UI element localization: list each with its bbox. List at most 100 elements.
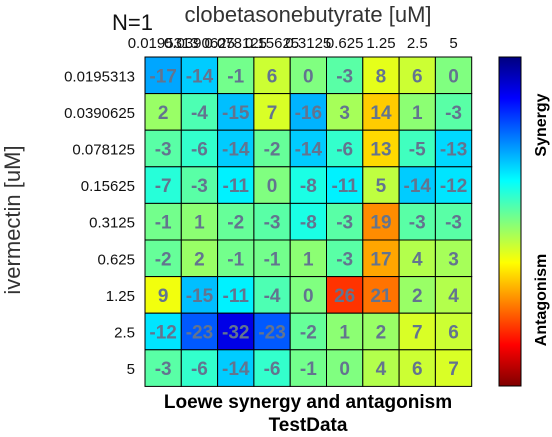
cell-value-label: 4 xyxy=(376,359,387,380)
cell-value-label: 1 xyxy=(303,249,314,270)
cell-value-label: -11 xyxy=(223,286,250,307)
heatmap-cell xyxy=(144,93,182,131)
heatmap-cell xyxy=(144,129,182,168)
cell-value-label: -3 xyxy=(155,140,172,161)
x-tick-label: 0.078125 xyxy=(204,35,267,52)
heatmap-cell xyxy=(144,276,182,314)
cell-value-label: 8 xyxy=(376,66,387,87)
heatmap-cell xyxy=(326,312,364,351)
cell-value-label: -3 xyxy=(445,103,462,124)
cell-value-label: 5 xyxy=(376,176,387,197)
y-tick-label: 0.0390625 xyxy=(64,105,135,122)
heatmap-cell xyxy=(289,312,328,351)
heatmap-cell xyxy=(217,312,255,351)
cell-value-label: -17 xyxy=(149,66,176,87)
heatmap-cell xyxy=(180,56,219,95)
cell-value-label: 0 xyxy=(303,286,314,307)
heatmap-cell xyxy=(180,239,219,278)
heatmap-cell xyxy=(217,239,255,278)
heatmap-cell xyxy=(398,56,436,95)
corner-label: N=1 xyxy=(112,10,153,35)
heatmap-cell xyxy=(217,129,255,168)
y-tick-label: 0.625 xyxy=(97,251,135,268)
heatmap-cell xyxy=(326,202,364,241)
heatmap-cell xyxy=(434,166,473,204)
cell-value-label: -3 xyxy=(336,249,353,270)
heatmap-cell xyxy=(253,129,291,168)
cell-value-label: -12 xyxy=(440,176,467,197)
cell-value-label: -4 xyxy=(264,286,281,307)
cell-value-label: -2 xyxy=(264,140,281,161)
cell-value-label: 0 xyxy=(267,176,278,197)
heatmap-cell xyxy=(253,166,291,204)
y-tick-label: 0.0195313 xyxy=(64,68,135,85)
y-tick-label: 5 xyxy=(127,361,135,378)
cell-value-label: -1 xyxy=(227,249,244,270)
heatmap-cell xyxy=(217,93,255,131)
heatmap-cell xyxy=(253,349,291,387)
y-tick-label: 1.25 xyxy=(106,288,135,305)
cell-value-label: -23 xyxy=(186,323,213,344)
y-tick-label: 0.15625 xyxy=(81,178,135,195)
heatmap-cell xyxy=(144,202,182,241)
y-tick-labels: 0.0195313 0.0390625 0.078125 0.15625 0.3125 0… xyxy=(64,68,135,378)
cell-value-label: 6 xyxy=(267,66,278,87)
cell-value-label: 7 xyxy=(267,103,278,124)
cell-value-label: -4 xyxy=(191,103,208,124)
heatmap-cell xyxy=(144,349,182,387)
cell-value-label: -1 xyxy=(264,249,281,270)
cell-value-label: -1 xyxy=(300,359,317,380)
cell-value-label: -7 xyxy=(155,176,172,197)
cell-value-label: 6 xyxy=(412,66,423,87)
heatmap-cell xyxy=(434,312,473,351)
y-tick-label: 2.5 xyxy=(114,325,135,342)
colorbar-label-top: Synergy xyxy=(533,93,550,156)
heatmap-cell xyxy=(289,129,328,168)
cell-value-label: 21 xyxy=(370,286,392,307)
heatmap-cell xyxy=(289,239,328,278)
cell-value-label: -3 xyxy=(445,213,462,234)
heatmap-cell xyxy=(362,312,400,351)
cell-value-label: 7 xyxy=(412,323,423,344)
cell-value-label: 2 xyxy=(412,286,423,307)
cell-value-label: -2 xyxy=(155,249,172,270)
cell-value-label: -8 xyxy=(300,176,317,197)
x-tick-label: 0.0390625 xyxy=(164,35,235,52)
cell-value-label: -3 xyxy=(191,176,208,197)
cell-value-label: 7 xyxy=(448,359,459,380)
cell-value-label: -6 xyxy=(191,359,208,380)
cell-value-label: 2 xyxy=(194,249,205,270)
cell-value-label: -3 xyxy=(155,359,172,380)
heatmap-cell xyxy=(398,93,436,131)
cell-value-label: 4 xyxy=(412,249,423,270)
cell-value-label: -2 xyxy=(300,323,317,344)
x-tick-label: 1.25 xyxy=(366,35,395,52)
cell-value-label: 3 xyxy=(448,249,459,270)
cell-value-label: -13 xyxy=(440,140,467,161)
heatmap-cell xyxy=(326,239,364,278)
cell-value-label: 6 xyxy=(448,323,459,344)
cell-value-label: 0 xyxy=(303,66,314,87)
heatmap-cell xyxy=(362,93,400,131)
cell-value-label: -3 xyxy=(336,66,353,87)
cell-value-label: -3 xyxy=(336,213,353,234)
heatmap-cell xyxy=(434,239,473,278)
cell-value-label: -11 xyxy=(223,176,250,197)
heatmap-cell xyxy=(180,129,219,168)
cell-value-label: -14 xyxy=(404,176,432,197)
cell-value-label: -32 xyxy=(222,323,249,344)
heatmap-cell xyxy=(289,93,328,131)
cell-value-label: 26 xyxy=(334,286,355,307)
x-tick-label: 0.625 xyxy=(326,35,364,52)
x-tick-label: 0.3125 xyxy=(285,35,331,52)
cell-value-label: -6 xyxy=(191,140,208,161)
colorbar xyxy=(498,56,522,387)
heatmap-cell xyxy=(398,239,436,278)
heatmap-cell xyxy=(253,239,291,278)
cell-value-label: -14 xyxy=(222,359,250,380)
chart-title-line-1: Loewe synergy and antagonism xyxy=(164,392,452,413)
chart-title-line-2: TestData xyxy=(269,415,348,436)
cell-value-label: 2 xyxy=(158,103,169,124)
cell-value-label: -2 xyxy=(227,213,244,234)
y-axis-label: ivermectin [uM] xyxy=(0,145,25,294)
